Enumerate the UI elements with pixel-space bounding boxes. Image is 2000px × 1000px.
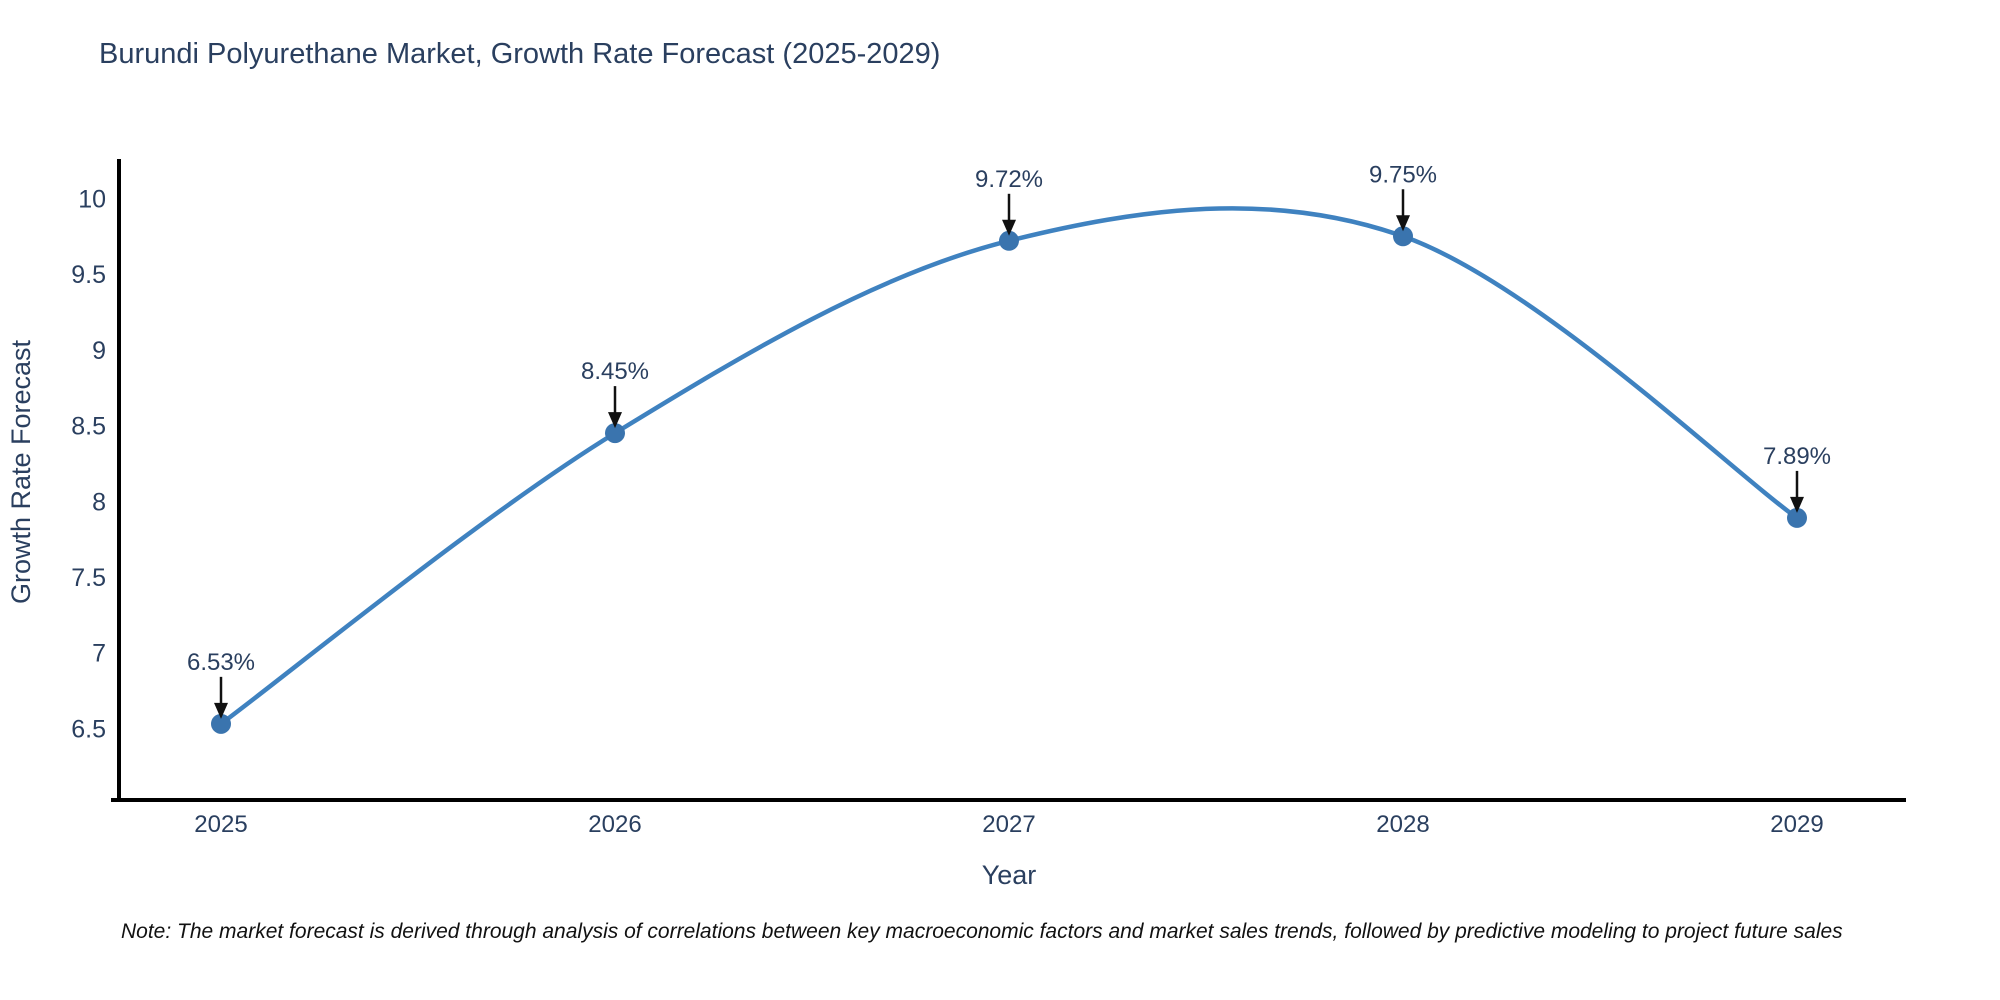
x-tick-label: 2029 [1770,811,1823,838]
y-tick-label: 10 [78,185,106,213]
x-tick-label: 2025 [194,811,247,838]
annotation-arrow-head [214,702,228,719]
point-label: 7.89% [1763,443,1831,470]
data-point-2025[interactable] [211,713,231,734]
x-tick-label: 2027 [982,811,1035,838]
y-tick-label: 7 [92,640,106,668]
y-tick-label: 8.5 [71,413,106,441]
x-axis-title: Year [982,860,1037,890]
point-label: 6.53% [187,649,255,676]
x-tick-label: 2028 [1376,811,1429,838]
point-label: 8.45% [581,358,649,385]
y-tick-label: 9.5 [71,261,106,289]
footnote: Note: The market forecast is derived thr… [121,920,1843,943]
x-tick-label: 2026 [588,811,641,838]
forecast-line [218,206,1800,727]
y-tick-label: 7.5 [71,564,106,592]
data-point-2029[interactable] [1787,507,1807,528]
point-label: 9.72% [975,166,1043,193]
chart-title: Burundi Polyurethane Market, Growth Rate… [99,38,941,70]
y-tick-label: 6.5 [71,715,106,743]
y-tick-label: 9 [92,337,106,365]
data-point-2027[interactable] [999,230,1019,251]
annotation-arrow-head [1396,215,1410,232]
data-point-2026[interactable] [605,423,625,444]
annotation-arrow-head [608,412,622,429]
y-tick-label: 8 [92,488,106,516]
annotation-arrow-head [1002,219,1016,236]
point-label: 9.75% [1369,161,1437,188]
y-axis-title: Growth Rate Forecast [6,339,36,604]
annotation-arrow-head [1790,496,1804,513]
data-point-2028[interactable] [1393,226,1413,247]
